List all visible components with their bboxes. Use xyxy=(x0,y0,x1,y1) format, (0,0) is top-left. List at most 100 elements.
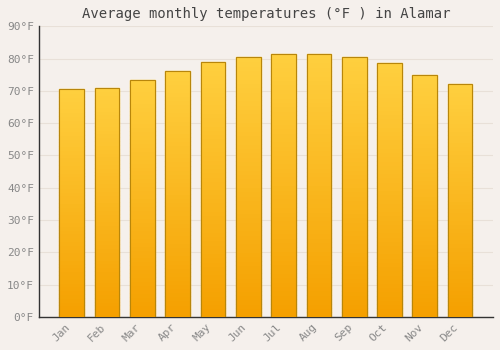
Bar xyxy=(60,89,84,93)
Bar xyxy=(377,283,402,287)
Bar xyxy=(94,88,120,91)
Bar xyxy=(236,105,260,109)
Bar xyxy=(271,277,296,282)
Bar xyxy=(130,210,155,214)
Bar xyxy=(412,180,437,184)
Bar xyxy=(130,305,155,309)
Bar xyxy=(94,156,120,160)
Bar xyxy=(236,313,260,317)
Bar xyxy=(342,183,366,187)
Bar xyxy=(412,115,437,119)
Bar xyxy=(130,84,155,88)
Bar xyxy=(342,152,366,156)
Bar xyxy=(342,139,366,144)
Bar xyxy=(60,135,84,139)
Bar xyxy=(271,98,296,102)
Bar xyxy=(306,304,331,308)
Bar xyxy=(200,164,226,168)
Bar xyxy=(377,165,402,169)
Bar xyxy=(236,109,260,113)
Bar xyxy=(342,135,366,139)
Bar xyxy=(130,270,155,273)
Bar xyxy=(166,153,190,158)
Bar xyxy=(94,233,120,237)
Bar xyxy=(342,70,366,74)
Bar xyxy=(236,260,260,265)
Bar xyxy=(271,176,296,181)
Bar xyxy=(166,284,190,288)
Bar xyxy=(412,196,437,200)
Bar xyxy=(60,97,84,100)
Bar xyxy=(236,92,260,96)
Bar xyxy=(200,176,226,181)
Bar xyxy=(236,65,260,70)
Bar xyxy=(412,168,437,172)
Bar xyxy=(448,259,472,262)
Bar xyxy=(342,169,366,174)
Bar xyxy=(236,269,260,273)
Bar xyxy=(342,57,366,317)
Bar xyxy=(306,194,331,198)
Bar xyxy=(306,150,331,155)
Bar xyxy=(271,80,296,84)
Bar xyxy=(60,120,84,123)
Bar xyxy=(166,80,190,84)
Bar xyxy=(130,182,155,186)
Bar xyxy=(342,61,366,65)
Bar xyxy=(271,290,296,295)
Bar xyxy=(377,224,402,228)
Bar xyxy=(60,203,84,207)
Bar xyxy=(306,115,331,119)
Bar xyxy=(306,264,331,268)
Bar xyxy=(166,133,190,137)
Bar xyxy=(412,135,437,139)
Bar xyxy=(306,168,331,172)
Bar xyxy=(342,295,366,300)
Bar xyxy=(130,214,155,218)
Bar xyxy=(377,241,402,245)
Bar xyxy=(412,127,437,131)
Bar xyxy=(94,202,120,206)
Bar xyxy=(200,168,226,172)
Bar xyxy=(94,248,120,252)
Bar xyxy=(271,111,296,115)
Bar xyxy=(236,165,260,169)
Bar xyxy=(377,308,402,313)
Bar xyxy=(448,282,472,286)
Bar xyxy=(412,212,437,216)
Bar xyxy=(377,300,402,304)
Bar xyxy=(236,183,260,187)
Bar xyxy=(166,210,190,215)
Bar xyxy=(236,161,260,165)
Bar xyxy=(271,84,296,89)
Bar xyxy=(130,241,155,246)
Bar xyxy=(60,226,84,230)
Bar xyxy=(377,161,402,165)
Bar xyxy=(377,279,402,283)
Bar xyxy=(200,313,226,317)
Bar xyxy=(130,170,155,174)
Bar xyxy=(271,233,296,238)
Bar xyxy=(342,165,366,169)
Bar xyxy=(306,155,331,159)
Bar xyxy=(60,154,84,158)
Bar xyxy=(94,149,120,153)
Bar xyxy=(236,152,260,156)
Bar xyxy=(130,194,155,198)
Bar xyxy=(94,305,120,309)
Bar xyxy=(412,297,437,301)
Bar xyxy=(60,127,84,131)
Bar xyxy=(200,266,226,270)
Bar xyxy=(236,304,260,308)
Bar xyxy=(271,304,296,308)
Bar xyxy=(342,313,366,317)
Bar xyxy=(306,295,331,299)
Bar xyxy=(448,96,472,100)
Bar xyxy=(342,87,366,92)
Bar xyxy=(200,232,226,236)
Bar xyxy=(377,216,402,220)
Bar xyxy=(94,111,120,114)
Bar xyxy=(448,232,472,236)
Bar xyxy=(94,214,120,217)
Bar xyxy=(60,256,84,260)
